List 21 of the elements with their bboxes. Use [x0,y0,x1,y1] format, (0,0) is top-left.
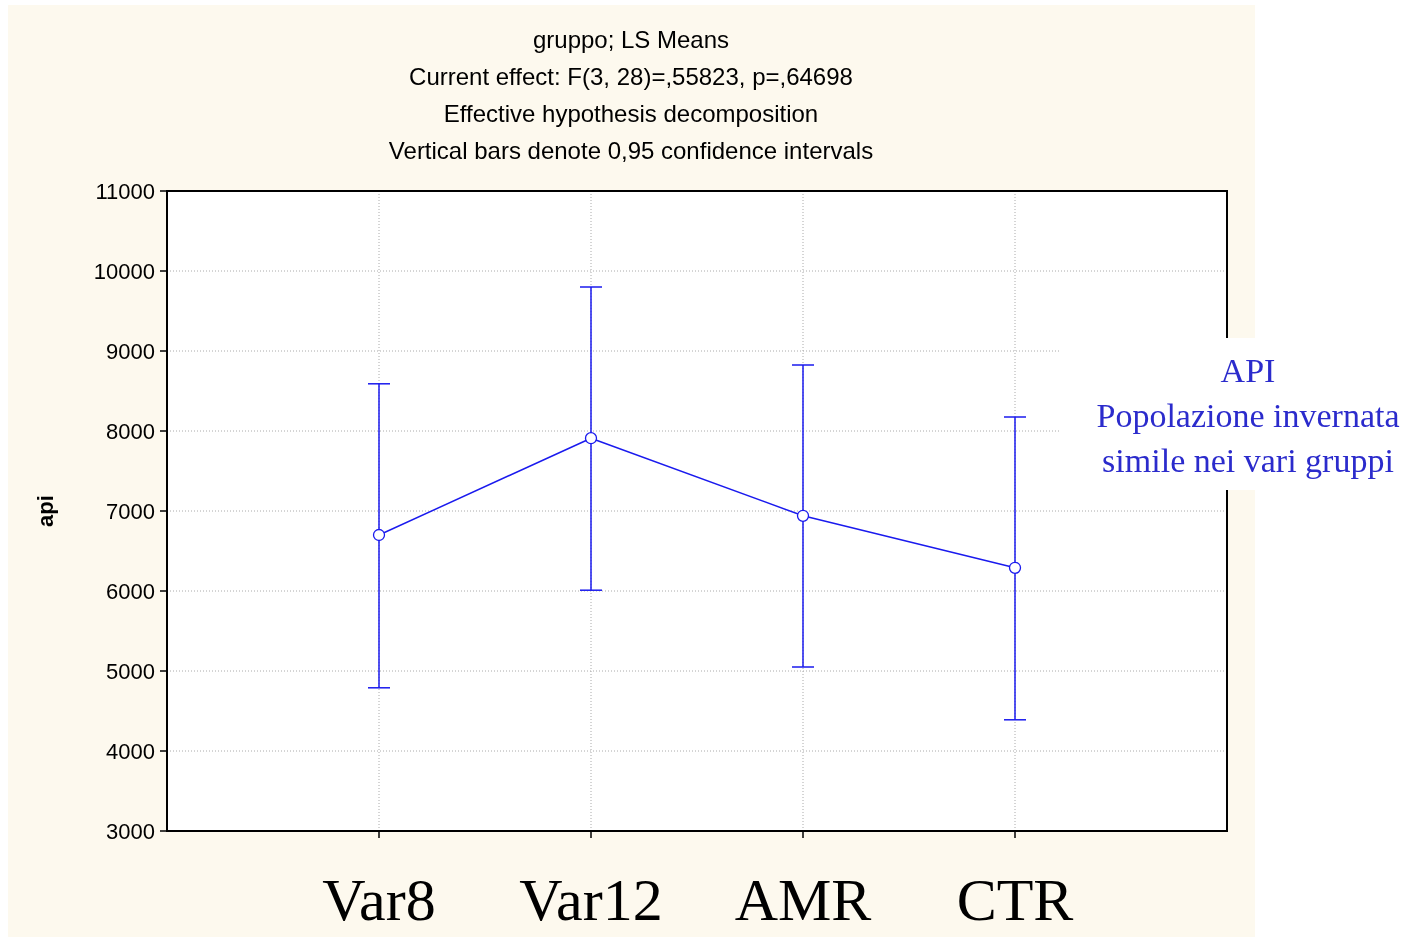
y-tick-label: 11000 [95,178,155,204]
annotation: API Popolazione invernata simile nei vari gruppi [1096,352,1400,479]
point [372,528,386,542]
x-tick-label: AMR [734,867,872,933]
chart-title: gruppo; LS Means [532,26,730,53]
x-tick-label: Var8 [322,867,436,933]
y-tick-label: 10000 [93,258,155,284]
y-axis-title: api [33,495,58,527]
y-tick-label: 6000 [106,578,155,604]
y-tick-label: 3000 [106,818,155,844]
point [1008,561,1022,574]
x-tick-label: Var12 [519,867,663,933]
chart-subtitle: Current effect: F(3, 28)=,55823, p=,64698 Effective hypothesis decomposition Vertical bars denote 0,95 confidence intervals [388,63,874,164]
x-tick-label: CTR [956,867,1074,933]
y-tick-label: 8000 [106,418,155,444]
y-tick-label: 5000 [106,658,155,684]
point [584,432,598,445]
y-tick-label: 9000 [106,338,155,364]
y-tick-label: 7000 [106,498,155,524]
y-tick-label: 4000 [106,738,155,764]
point [796,509,810,522]
